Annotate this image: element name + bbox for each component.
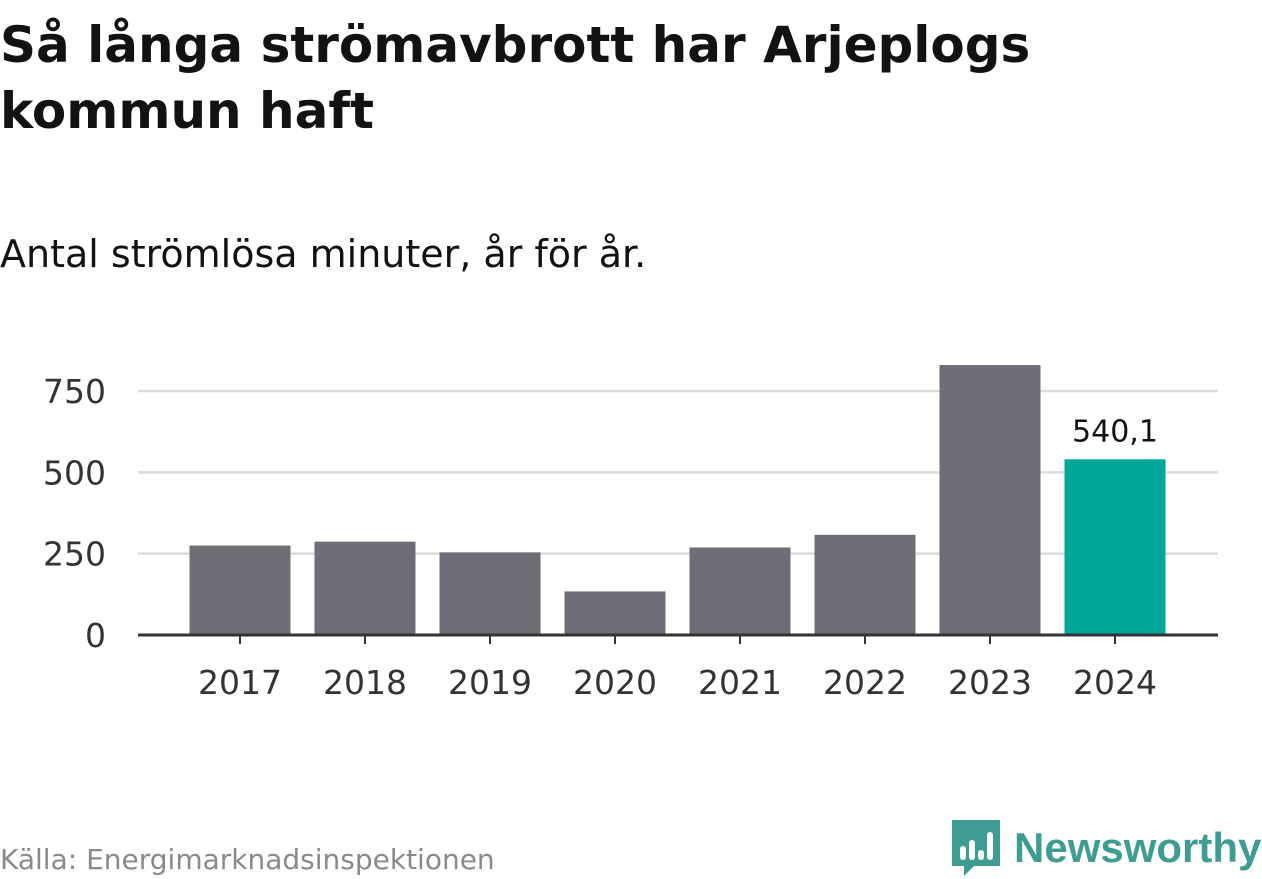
x-tick-label: 2022: [823, 663, 907, 702]
y-tick-label: 500: [43, 453, 106, 492]
x-tick-label: 2017: [198, 663, 282, 702]
x-tick-label: 2019: [448, 663, 532, 702]
y-tick-label: 250: [43, 535, 106, 574]
bar: [314, 541, 416, 635]
bar: [189, 545, 291, 635]
x-tick-label: 2018: [323, 663, 407, 702]
brand-logo: Newsworthy: [952, 820, 1261, 876]
bar: [689, 547, 791, 635]
x-tick-label: 2020: [573, 663, 657, 702]
x-tick-label: 2021: [698, 663, 782, 702]
chart-subtitle: Antal strömlösa minuter, år för år.: [0, 232, 647, 276]
bar: [939, 365, 1041, 635]
y-tick-label: 0: [85, 616, 106, 655]
data-label: 540,1: [1072, 414, 1158, 449]
bar: [564, 591, 666, 635]
bar: [814, 534, 916, 635]
bar: [1064, 459, 1166, 635]
bar: [439, 552, 541, 635]
source-note: Källa: Energimarknadsinspektionen: [0, 843, 495, 876]
newsworthy-logo-icon: [952, 820, 1000, 876]
x-tick-label: 2023: [948, 663, 1032, 702]
x-tick-label: 2024: [1073, 663, 1157, 702]
y-tick-label: 750: [43, 372, 106, 411]
brand-name: Newsworthy: [1014, 824, 1262, 871]
chart-title: Så långa strömavbrott har Arjeplogs komm…: [0, 16, 1031, 140]
